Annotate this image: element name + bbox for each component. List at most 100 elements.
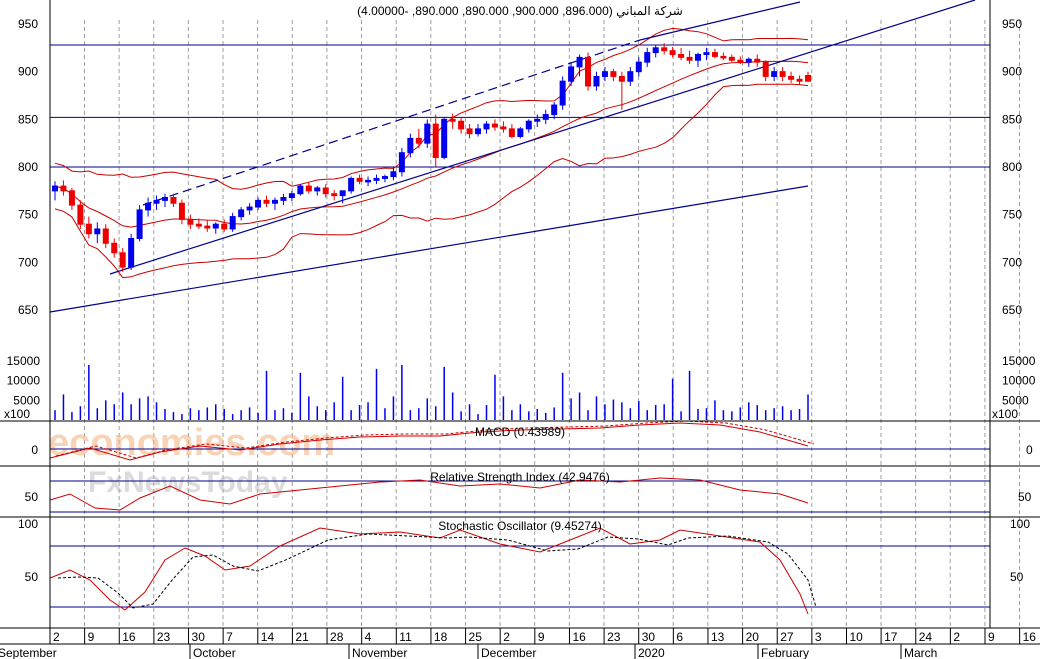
candle-body [111,242,118,254]
candle-body [678,54,685,58]
stochastic-tick-right: 100 [1010,517,1030,531]
candle-body [246,206,253,211]
x-tick-label: 9 [88,630,95,644]
candle-body [178,202,185,220]
trend-lines [49,0,976,313]
candle-body [187,218,194,225]
volume-tick-right: 15000 [1002,354,1036,368]
candle-body [238,209,245,218]
candle-body [491,123,498,128]
macd-tick-right: 0 [1026,443,1033,457]
stochastic-d-line [57,533,817,609]
candle-body [161,197,168,201]
x-tick-label: 4 [365,630,372,644]
candle-body [85,223,92,235]
candle-body [745,58,752,63]
candle-body [255,199,262,208]
candle-body [483,123,490,130]
candle-body [407,137,414,154]
candle-body [686,56,693,61]
candle-body [661,47,668,52]
candle-body [145,202,152,211]
candle-body [195,223,202,227]
x-tick-label: 16 [572,630,586,644]
candle-body [728,56,735,61]
candle-body [500,126,507,130]
price-tick-left: 950 [18,17,38,31]
candle-body [711,52,718,57]
candlesticks [52,43,811,272]
x-tick-label: 21 [295,630,309,644]
upper-band [54,27,809,190]
candle-body [610,71,617,77]
candle-body [551,104,558,116]
candle-body [119,252,126,268]
candle-body [128,238,135,268]
candle-body [322,187,329,195]
candle-body [542,114,549,120]
chart-title: شركة المباني (896.000, 900.000, 890.000,… [357,4,683,19]
price-tick-right: 900 [1002,65,1022,79]
volume-tick-left: 15000 [7,354,41,368]
month-label: December [481,646,536,659]
candle-body [779,71,786,77]
candle-body [703,52,710,56]
volume-tick-right: 10000 [1002,374,1036,388]
price-tick-right: 850 [1002,112,1022,126]
candle-body [271,199,278,204]
candle-body [398,152,405,173]
x-tick-label: 30 [642,630,656,644]
lower-band [54,83,809,279]
candle-body [68,190,75,206]
candle-body [458,120,465,130]
x-tick-label: 9 [988,630,995,644]
candle-body [348,177,355,192]
candle-body [441,118,448,158]
x-tick-label: 23 [157,630,171,644]
candle-body [618,75,625,82]
price-tick-left: 800 [18,160,38,174]
x-tick-label: 13 [711,630,725,644]
volume-tick-right: 5000 [1002,393,1029,407]
macd-signal-line [55,420,815,459]
month-label: September [0,646,57,659]
candle-body [788,75,795,80]
candle-body [644,52,651,63]
x-tick-label: 17 [884,630,898,644]
candle-body [762,61,769,77]
candle-body [331,193,338,197]
candle-body [288,193,295,199]
x-tick-label: 23 [607,630,621,644]
bollinger-bands [54,27,809,279]
candle-body [534,118,541,122]
price-tick-right: 700 [1002,255,1022,269]
candle-body [424,123,431,144]
macd-tick-left: 0 [31,443,38,457]
candle-body [297,185,304,195]
stochastic-tick-right: 50 [1010,570,1024,584]
candle-body [280,197,287,201]
candle-body [466,128,473,135]
stochastic-k-line [49,527,809,615]
candle-body [212,223,219,229]
macd-line [49,422,809,461]
middle-band [54,60,809,228]
candle-body [627,71,634,82]
moving-average-line [49,185,809,313]
support-trend-line [109,0,976,275]
candle-body [652,47,659,54]
x-tick-label: 2 [503,630,510,644]
x-tick-label: 6 [676,630,683,644]
candle-body [365,179,372,183]
candle-body [356,177,363,182]
price-tick-left: 850 [18,112,38,126]
price-tick-right: 800 [1002,160,1022,174]
x-tick-label: 14 [261,630,275,644]
price-tick-left: 900 [18,65,38,79]
price-tick-left: 750 [18,208,38,222]
candle-body [170,197,177,204]
candle-body [339,190,346,197]
month-label: October [193,646,236,659]
